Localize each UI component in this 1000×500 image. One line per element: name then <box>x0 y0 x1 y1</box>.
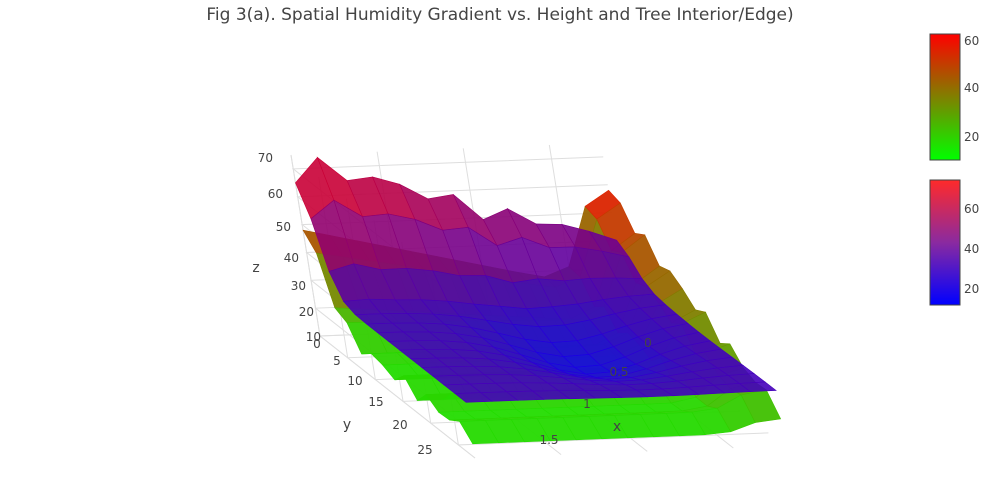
y-tick: 0 <box>313 337 321 351</box>
x-tick: 0.5 <box>609 365 628 379</box>
z-tick: 30 <box>291 279 306 293</box>
z-tick: 60 <box>268 187 283 201</box>
chart-title: Fig 3(a). Spatial Humidity Gradient vs. … <box>206 5 794 25</box>
surface-humidity-blue-red[interactable] <box>295 156 777 403</box>
z-axis-title: z <box>252 260 259 276</box>
x-axis: 0 0.5 1 1.5 x <box>539 336 651 447</box>
x-tick: 0 <box>644 336 652 350</box>
grid-line <box>290 154 476 459</box>
z-axis: 70 60 50 40 30 20 10 z <box>252 151 321 344</box>
z-tick: 40 <box>284 251 299 265</box>
colorbar-tick: 60 <box>964 34 979 48</box>
colorbar-tick: 40 <box>964 81 979 95</box>
colorbar-blue-red: 60 40 20 <box>929 179 979 306</box>
y-tick: 10 <box>347 374 362 388</box>
surface-cell <box>740 389 782 423</box>
y-tick: 15 <box>368 395 383 409</box>
colorbar-tick: 40 <box>964 242 979 256</box>
z-tick: 50 <box>276 220 291 234</box>
z-tick: 70 <box>258 151 273 165</box>
colorbar-tick: 60 <box>964 202 979 216</box>
colorbar-tick: 20 <box>964 282 979 296</box>
y-tick: 20 <box>392 418 407 432</box>
y-axis-title: y <box>343 417 351 433</box>
y-axis: 0 5 10 15 20 25 y <box>313 337 432 457</box>
surface-cell <box>738 381 777 392</box>
x-tick: 1.5 <box>539 433 558 447</box>
x-axis-title: x <box>613 419 621 435</box>
x-tick: 1 <box>583 397 591 411</box>
y-tick: 25 <box>417 443 432 457</box>
y-tick: 5 <box>333 354 341 368</box>
colorbar-green-red: 60 40 20 <box>929 33 979 161</box>
z-tick: 20 <box>299 305 314 319</box>
colorbar-tick: 20 <box>964 130 979 144</box>
z-tick: 10 <box>306 330 321 344</box>
